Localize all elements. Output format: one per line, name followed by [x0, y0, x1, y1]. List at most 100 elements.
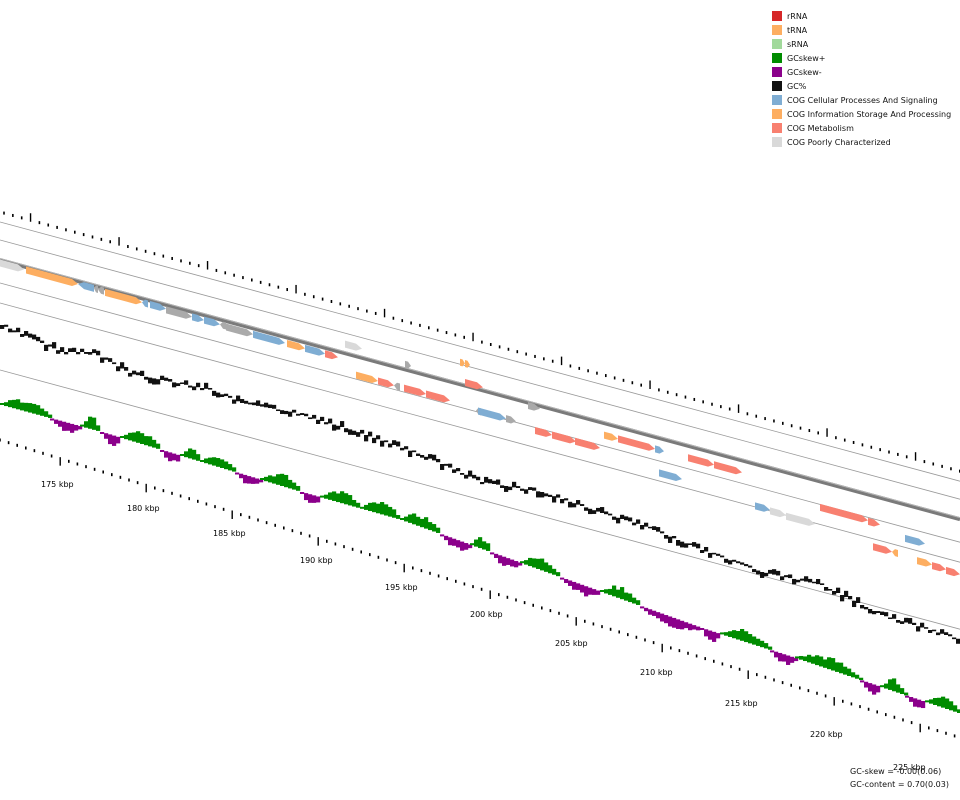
gc-skew-positive — [428, 522, 433, 531]
gc-bar — [108, 358, 113, 362]
legend-label: COG Metabolism — [787, 123, 854, 133]
gc-bar — [660, 531, 665, 534]
legend-item: COG Cellular Processes And Signaling — [772, 93, 951, 107]
gc-skew-positive — [424, 517, 429, 529]
gc-bar — [636, 519, 641, 524]
gc-skew-negative — [70, 423, 75, 433]
gc-skew-positive — [336, 493, 341, 503]
gc-bar — [620, 514, 625, 519]
gene-arrow — [226, 323, 253, 337]
gc-skew-positive — [486, 543, 491, 551]
gc-bar — [160, 375, 165, 380]
gc-bar — [520, 488, 525, 491]
scale-label: 190 kbp — [300, 556, 333, 565]
gc-bar — [76, 352, 81, 355]
gc-bar — [916, 626, 921, 632]
gc-bar — [672, 535, 677, 539]
gc-skew-positive — [937, 697, 942, 707]
gc-skew-positive — [945, 698, 950, 709]
gc-skew-positive — [24, 402, 29, 412]
legend-item: GCskew+ — [772, 51, 951, 65]
gc-bar — [464, 474, 469, 479]
gc-skew-negative — [440, 534, 445, 537]
gene-arrow — [253, 330, 285, 345]
gene-arrow — [575, 437, 600, 450]
gc-skew-positive — [470, 543, 475, 546]
gc-skew-positive — [92, 417, 97, 430]
legend-swatch — [772, 81, 782, 91]
scale-label: 215 kbp — [725, 699, 758, 708]
gene-arrow — [917, 557, 932, 567]
gc-skew-negative — [464, 543, 469, 550]
gc-skew-positive — [0, 403, 5, 405]
gc-bar — [388, 443, 393, 448]
legend-label: GC% — [787, 81, 807, 91]
gc-bar — [200, 388, 205, 391]
gc-bar — [720, 555, 725, 558]
gc-skew-positive — [600, 590, 605, 592]
gc-bar — [692, 542, 697, 547]
gc-bar — [756, 570, 761, 575]
gc-bar — [616, 517, 621, 524]
legend-label: COG Poorly Characterized — [787, 137, 891, 147]
gc-bar — [516, 486, 521, 488]
gc-bar — [228, 395, 233, 398]
scale-labels: 175 kbp 180 kbp 185 kbp 190 kbp 195 kbp 200 k… — [41, 480, 926, 772]
gc-bar — [496, 479, 501, 485]
gene-arrow — [905, 534, 925, 546]
gene-arrow — [478, 407, 506, 421]
gene-arrow — [688, 454, 714, 467]
gc-bar — [80, 348, 85, 352]
gc-bar — [816, 579, 821, 585]
gc-skew-positive — [44, 411, 49, 417]
gc-bar — [648, 526, 653, 529]
gc-skew-positive — [768, 646, 773, 650]
gc-bar — [128, 372, 133, 377]
gc-skew-negative — [452, 538, 457, 546]
gc-bar — [484, 476, 489, 483]
gc-bar — [844, 590, 849, 597]
gc-bar — [536, 491, 541, 498]
gc-bar — [20, 334, 25, 337]
gc-skew-positive — [636, 600, 641, 605]
gc-skew-positive — [124, 434, 129, 440]
gc-bar — [924, 627, 929, 629]
gc-bar — [256, 400, 261, 406]
gc-skew-positive — [260, 478, 265, 480]
gc-skew-positive — [148, 436, 153, 447]
gc-skew-positive — [855, 674, 860, 679]
gc-bar — [776, 570, 781, 576]
gc-skew-positive — [356, 502, 361, 508]
gc-bar — [780, 576, 785, 581]
gc-bar — [348, 429, 353, 435]
gc-bar — [612, 516, 617, 520]
gc-bar — [288, 411, 293, 417]
gc-skew-positive — [368, 502, 373, 512]
gc-bar — [340, 421, 345, 427]
gene-arrow — [755, 502, 770, 512]
gc-bar — [876, 611, 881, 613]
track-line — [0, 239, 960, 500]
gc-skew-positive — [941, 696, 946, 708]
gc-bar — [548, 494, 553, 497]
gc-skew-positive — [552, 568, 557, 575]
gc-skew-positive — [851, 672, 856, 678]
gc-bar — [728, 560, 733, 565]
gc-skew-positive — [933, 698, 938, 705]
gc-skew-negative — [108, 434, 113, 445]
gc-bar — [404, 446, 409, 450]
gc-bar — [832, 591, 837, 595]
gc-bar — [656, 527, 661, 532]
gc-skew-negative — [112, 435, 117, 446]
gene-arrow — [618, 435, 655, 451]
gc-bar — [704, 546, 709, 552]
gc-skew-negative — [160, 450, 165, 452]
gene-arrow — [946, 566, 960, 577]
gc-bar — [864, 607, 869, 610]
gene-arrow — [142, 299, 148, 308]
gc-bar — [276, 409, 281, 412]
gc-skew-negative — [498, 555, 503, 564]
gc-skew-negative — [778, 652, 783, 662]
gc-skew-positive — [180, 454, 185, 456]
gc-skew-negative — [640, 606, 645, 609]
